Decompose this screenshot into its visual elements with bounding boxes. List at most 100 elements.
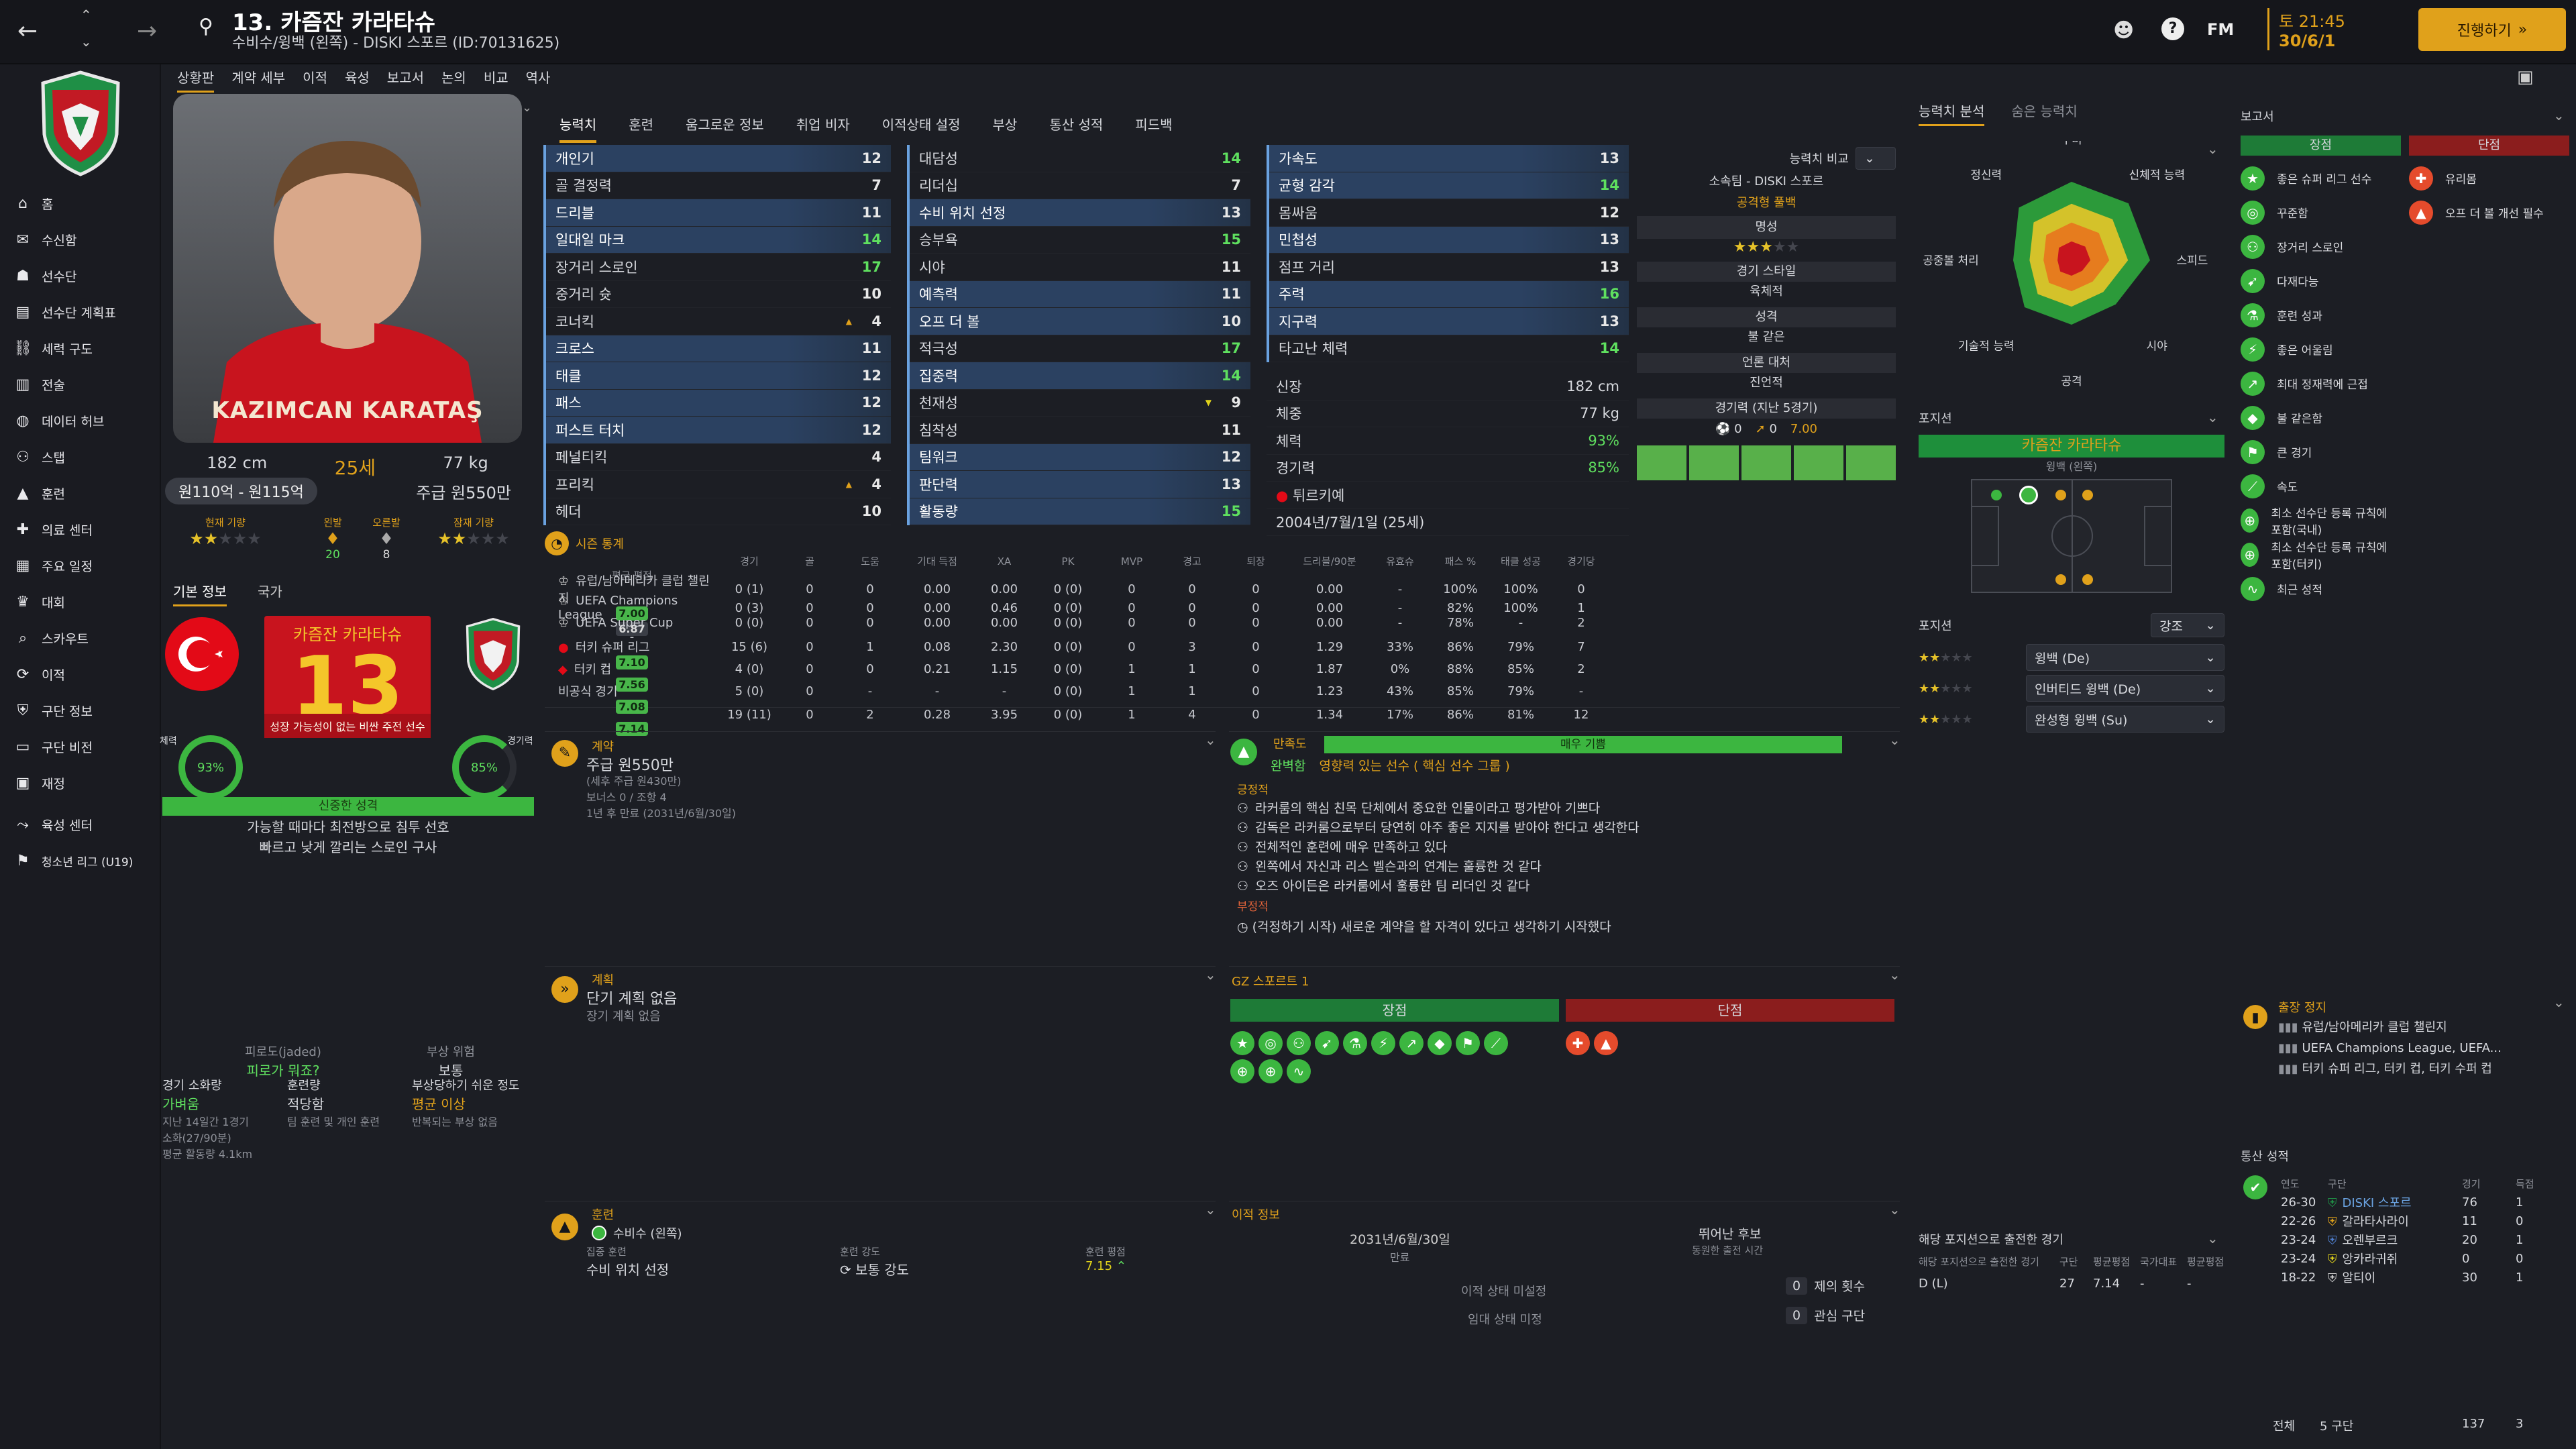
chevron-up-icon[interactable]: ⌃ <box>80 7 92 23</box>
submenu-reports[interactable]: 보고서 <box>386 70 424 86</box>
help-icon[interactable]: ? <box>2161 17 2184 40</box>
forward-arrow-icon[interactable]: → <box>137 17 158 45</box>
attribute-row[interactable]: 활동량 15 <box>910 498 1250 525</box>
plans-title[interactable]: 계획 <box>592 973 614 987</box>
attribute-row[interactable]: 민첩성 13 <box>1269 226 1629 254</box>
tab-feedback[interactable]: 피드백 <box>1135 117 1173 133</box>
attribute-row[interactable]: 가속도 13 <box>1269 145 1629 172</box>
attribute-row[interactable]: 리더십 7 <box>910 172 1250 199</box>
sidebar-item-inbox[interactable]: ✉ 수신함 <box>0 221 161 258</box>
chevron-down-icon[interactable]: ⌄ <box>80 34 92 50</box>
attribute-row[interactable]: 판단력 13 <box>910 471 1250 498</box>
attribute-row[interactable]: 페널티킥 4 <box>546 444 891 471</box>
tab-training[interactable]: 훈련 <box>629 117 654 133</box>
submenu-overview[interactable]: 상황판 <box>177 67 215 93</box>
chevron-down-icon[interactable]: ⌄ <box>1889 967 1900 983</box>
chevron-down-icon[interactable]: ⌄ <box>1205 967 1216 983</box>
role-select[interactable]: 완성형 윙백 (Su) ⌄ <box>2026 706 2224 733</box>
chevron-down-icon[interactable]: ⌄ <box>2207 141 2218 157</box>
submenu-history[interactable]: 역사 <box>525 70 551 86</box>
gz-title[interactable]: GZ 스포르트 1 <box>1232 975 1309 989</box>
chevron-down-icon[interactable]: ⌄ <box>1205 732 1216 748</box>
sidebar-item-training[interactable]: ▲ 훈련 <box>0 475 161 511</box>
attribute-row[interactable]: 점프 거리 13 <box>1269 254 1629 281</box>
attribute-row[interactable]: 코너킥 ▲ 4 <box>546 308 891 335</box>
career-row[interactable]: 26-30 ⛨ DISKI 스포르 76 1 <box>2281 1195 2524 1211</box>
attribute-row[interactable]: 장거리 스로인 17 <box>546 254 891 281</box>
tab-basic-info[interactable]: 기본 정보 <box>173 581 227 606</box>
sidebar-item-staff[interactable]: ⚇ 스탭 <box>0 439 161 475</box>
attribute-row[interactable]: 일대일 마크 14 <box>546 226 891 254</box>
career-row[interactable]: 18-22 ⛨ 알티이 30 1 <box>2281 1270 2524 1286</box>
fm-menu[interactable]: FM <box>2207 20 2235 39</box>
stats-row[interactable]: 비공식 경기 5 (0) 0 - - - 0 (0) 1 1 0 1.23 43% 85% 79% - 7.0… <box>545 682 1900 714</box>
attribute-row[interactable]: 오프 더 볼 10 <box>910 308 1250 335</box>
tab-attributes[interactable]: 능력치 <box>559 114 597 143</box>
continue-button[interactable]: 진행하기 » <box>2418 8 2566 51</box>
attribute-row[interactable]: 개인기 12 <box>546 145 891 172</box>
chevron-down-icon[interactable]: ⌄ <box>2553 994 2565 1010</box>
chevron-down-icon[interactable]: ⌄ <box>1889 1201 1900 1218</box>
tab-career-stats[interactable]: 통산 성적 <box>1049 117 1104 133</box>
tab-hidden-attributes[interactable]: 숨은 능력치 <box>2011 103 2078 119</box>
training-title[interactable]: 훈련 <box>592 1208 614 1222</box>
attribute-row[interactable]: 주력 16 <box>1269 280 1629 308</box>
sidebar-item-dynamics[interactable]: ⛓ 세력 구도 <box>0 330 161 366</box>
attribute-row[interactable]: 팀워크 12 <box>910 443 1250 471</box>
roles-label[interactable]: 포지션 <box>1919 619 1952 633</box>
attribute-row[interactable]: 프리킥 ▲ 4 <box>546 471 891 498</box>
contract-title[interactable]: 계약 <box>592 740 614 754</box>
attribute-row[interactable]: 퍼스트 터치 12 <box>546 417 891 444</box>
attribute-row[interactable]: 태클 12 <box>546 362 891 390</box>
stats-row[interactable]: ♔ UEFA Super Cup 0 (0) 0 0 0.00 0.00 0 (0) 0 0 0 0.… <box>545 616 1900 644</box>
stats-row[interactable]: ● 터키 슈퍼 리그 15 (6) 0 1 0.08 2.30 0 (0) 0 3 0 1.29 33%… <box>545 638 1900 669</box>
career-row[interactable]: 23-24 ⛨ 앙카라귀쥐 0 0 <box>2281 1251 2524 1267</box>
attribute-row[interactable]: 시야 11 <box>910 254 1250 281</box>
submenu-transfer[interactable]: 이적 <box>303 70 327 86</box>
chevron-down-icon[interactable]: ⌄ <box>2553 107 2565 123</box>
attribute-row[interactable]: 집중력 14 <box>910 362 1250 390</box>
attribute-row[interactable]: 대담성 14 <box>910 145 1250 172</box>
sidebar-item-medical[interactable]: ✚ 의료 센터 <box>0 511 161 547</box>
transfer-title[interactable]: 이적 정보 <box>1232 1208 1280 1222</box>
career-row[interactable]: 22-26 ⛨ 갈라타사라이 11 0 <box>2281 1214 2524 1230</box>
compare-dropdown[interactable]: ⌄ <box>1856 147 1896 170</box>
career-row[interactable]: 23-24 ⛨ 오렌부르크 20 1 <box>2281 1232 2524 1248</box>
sidebar-item-home[interactable]: ⌂ 홈 <box>0 185 161 221</box>
submenu-compare[interactable]: 비교 <box>483 70 508 86</box>
sidebar-item-transfers[interactable]: ⟳ 이적 <box>0 656 161 692</box>
season-stats-title[interactable]: 시즌 통계 <box>576 537 624 551</box>
sidebar-item-squad[interactable]: ☗ 선수단 <box>0 258 161 294</box>
attribute-row[interactable]: 침착성 11 <box>910 417 1250 444</box>
satisfaction-title[interactable]: 만족도 <box>1273 737 1307 751</box>
search-icon[interactable]: ⚲ <box>199 15 213 38</box>
sidebar-item-squad-plan[interactable]: ▤ 선수단 계획표 <box>0 294 161 330</box>
attribute-row[interactable]: 헤더 10 <box>546 498 891 525</box>
sidebar-item-fixtures[interactable]: ▦ 주요 일정 <box>0 547 161 584</box>
chevron-down-icon[interactable]: ⌄ <box>1205 1201 1216 1218</box>
sidebar-item-club-vision[interactable]: ▭ 구단 비전 <box>0 729 161 765</box>
view-toggle-icon[interactable]: ▣ <box>2517 67 2534 87</box>
attribute-row[interactable]: 골 결정력 7 <box>546 172 891 199</box>
tab-nation[interactable]: 국가 <box>257 584 282 600</box>
attribute-row[interactable]: 적극성 17 <box>910 335 1250 362</box>
sidebar-item-club-info[interactable]: ⛨ 구단 정보 <box>0 692 161 729</box>
submenu-development[interactable]: 육성 <box>344 70 370 86</box>
sidebar-item-dev-centre[interactable]: ⤳ 육성 센터 <box>0 806 161 843</box>
sidebar-item-scouting[interactable]: ⌕ 스카우트 <box>0 620 161 656</box>
tab-transfer-status[interactable]: 이적상태 설정 <box>881 117 961 133</box>
sidebar-item-youth-league[interactable]: ⚑ 청소년 리그 (U19) <box>0 843 161 879</box>
attribute-row[interactable]: 승부욕 15 <box>910 227 1250 254</box>
chevron-down-icon[interactable]: ⌄ <box>2207 1230 2218 1246</box>
sidebar-item-competitions[interactable]: ♛ 대회 <box>0 584 161 620</box>
tab-homegrown[interactable]: 움그로운 정보 <box>686 117 764 133</box>
attribute-row[interactable]: 패스 12 <box>546 389 891 417</box>
assistant-icon[interactable]: ☻ <box>2113 19 2135 42</box>
collapse-chevron-icon[interactable]: ⌄ <box>522 101 533 115</box>
attribute-row[interactable]: 균형 감각 14 <box>1269 172 1629 199</box>
chevron-down-icon[interactable]: ⌄ <box>1889 732 1900 748</box>
attribute-row[interactable]: 예측력 11 <box>910 280 1250 308</box>
attribute-row[interactable]: 수비 위치 선정 13 <box>910 199 1250 227</box>
stats-row[interactable]: ♔ UEFA Champions League 0 (3) 0 0 0.00 0.46 0 (… <box>545 594 1900 636</box>
date-display[interactable]: 토 21:45 30/6/1 <box>2267 8 2345 50</box>
